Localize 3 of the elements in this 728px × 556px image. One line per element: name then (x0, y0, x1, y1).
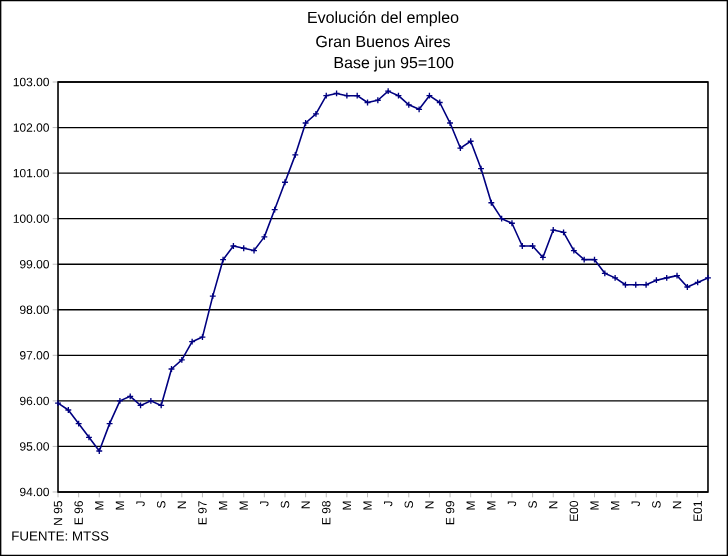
chart-title: Evolución del empleo (308, 11, 459, 27)
text: Base jun 95=100 (334, 56, 454, 72)
chart-subtitle: Gran Buenos Aires (316, 35, 451, 48)
